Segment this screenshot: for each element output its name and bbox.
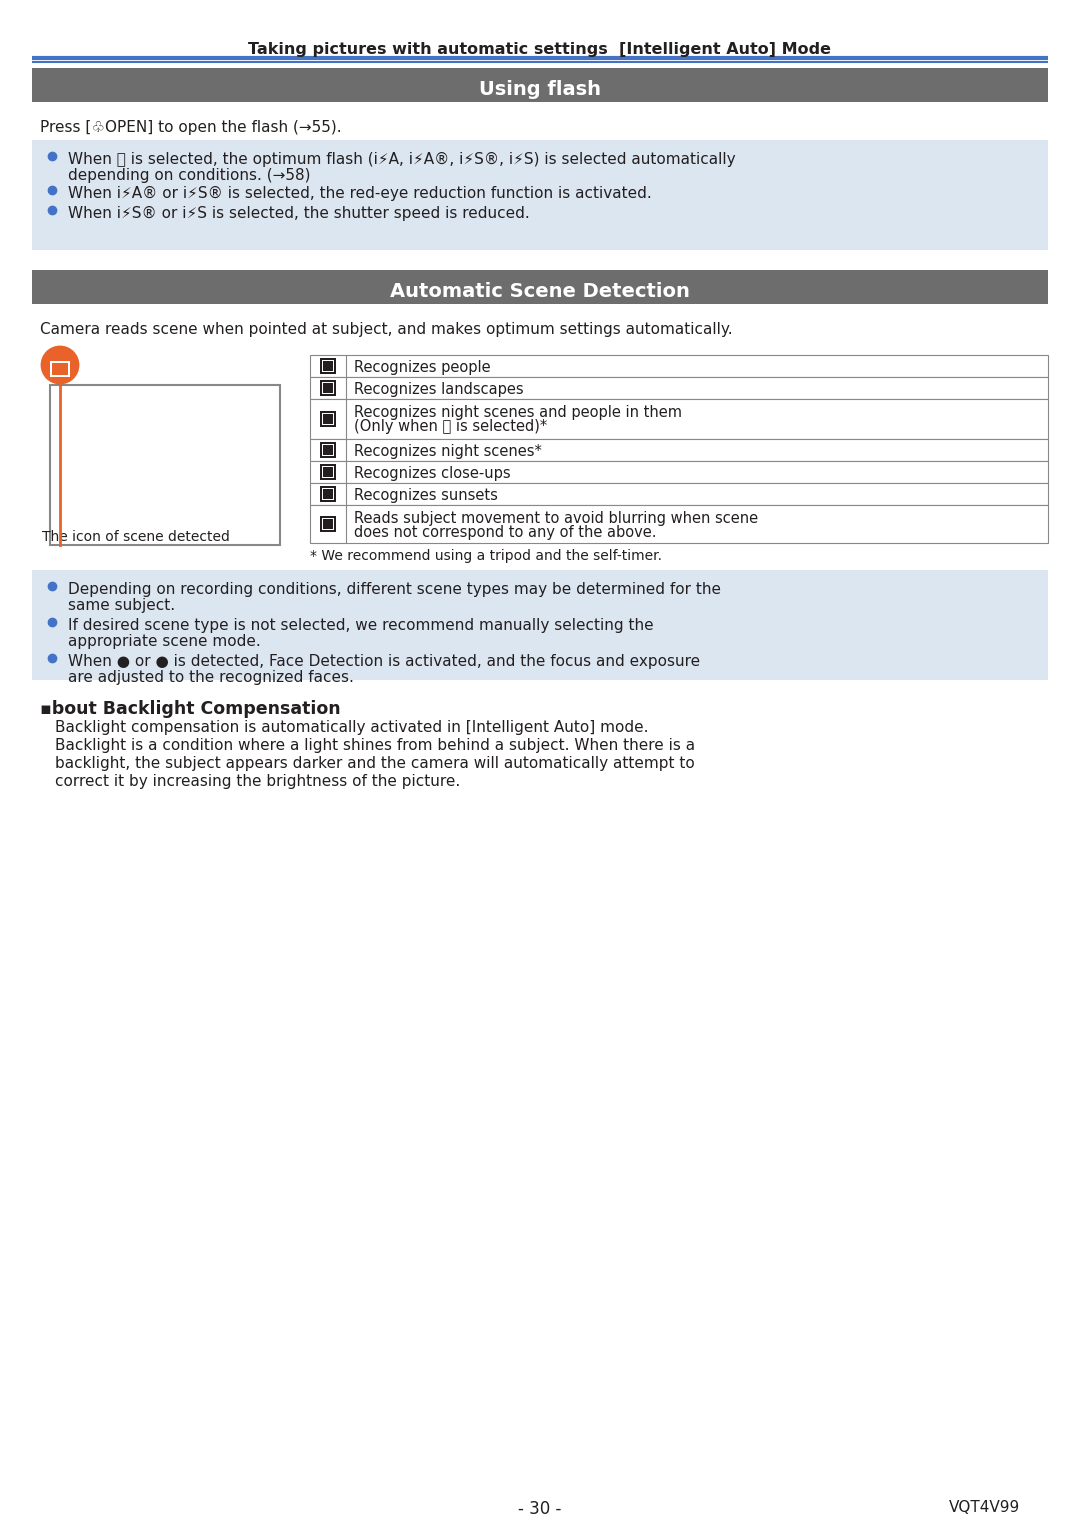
Text: When ⬛ is selected, the optimum flash (i⚡A, i⚡A®, i⚡S®, i⚡S) is selected automat: When ⬛ is selected, the optimum flash (i…: [68, 152, 735, 167]
Bar: [323, 414, 333, 424]
Bar: [323, 384, 333, 393]
Text: Recognizes people: Recognizes people: [354, 361, 490, 375]
Bar: [320, 487, 336, 502]
Text: When i⚡S® or i⚡S is selected, the shutter speed is reduced.: When i⚡S® or i⚡S is selected, the shutte…: [68, 206, 530, 221]
Bar: [310, 460, 1048, 484]
Bar: [320, 442, 336, 457]
Bar: [52, 362, 68, 375]
Text: Press [♧OPEN] to open the flash (→55).: Press [♧OPEN] to open the flash (→55).: [40, 120, 341, 135]
Bar: [310, 484, 1048, 505]
Bar: [323, 445, 333, 454]
Bar: [323, 361, 333, 371]
Text: Taking pictures with automatic settings  [Intelligent Auto] Mode: Taking pictures with automatic settings …: [248, 41, 832, 57]
Text: appropriate scene mode.: appropriate scene mode.: [68, 634, 260, 649]
Text: does not correspond to any of the above.: does not correspond to any of the above.: [354, 525, 657, 540]
Bar: [322, 444, 334, 456]
Text: Reads subject movement to avoid blurring when scene: Reads subject movement to avoid blurring…: [354, 511, 758, 527]
Bar: [310, 439, 1048, 460]
Text: Recognizes night scenes*: Recognizes night scenes*: [354, 444, 542, 459]
Bar: [50, 385, 280, 545]
Text: backlight, the subject appears darker and the camera will automatically attempt : backlight, the subject appears darker an…: [55, 757, 694, 771]
Bar: [322, 467, 334, 477]
Text: Backlight is a condition where a light shines from behind a subject. When there : Backlight is a condition where a light s…: [55, 738, 696, 754]
Text: Recognizes landscapes: Recognizes landscapes: [354, 382, 524, 398]
Bar: [320, 464, 336, 480]
Bar: [310, 378, 1048, 399]
Circle shape: [42, 347, 78, 384]
Bar: [322, 361, 334, 371]
Bar: [322, 488, 334, 500]
Text: correct it by increasing the brightness of the picture.: correct it by increasing the brightness …: [55, 774, 460, 789]
Bar: [320, 411, 336, 427]
Text: Recognizes close-ups: Recognizes close-ups: [354, 467, 511, 480]
Text: The icon of scene detected: The icon of scene detected: [42, 530, 230, 543]
Text: Depending on recording conditions, different scene types may be determined for t: Depending on recording conditions, diffe…: [68, 582, 721, 597]
Text: * We recommend using a tripod and the self-timer.: * We recommend using a tripod and the se…: [310, 550, 662, 563]
Text: ▪bout Backlight Compensation: ▪bout Backlight Compensation: [40, 700, 340, 718]
Bar: [310, 399, 1048, 439]
Bar: [323, 467, 333, 477]
Bar: [310, 505, 1048, 543]
Bar: [320, 358, 336, 375]
Bar: [32, 68, 1048, 101]
Text: If desired scene type is not selected, we recommend manually selecting the: If desired scene type is not selected, w…: [68, 619, 653, 632]
Text: When i⚡A® or i⚡S® is selected, the red-eye reduction function is activated.: When i⚡A® or i⚡S® is selected, the red-e…: [68, 186, 651, 201]
Text: depending on conditions. (→58): depending on conditions. (→58): [68, 167, 311, 183]
Bar: [320, 381, 336, 396]
Bar: [32, 569, 1048, 680]
Bar: [323, 519, 333, 530]
Text: Using flash: Using flash: [480, 80, 600, 98]
Text: (Only when ⬛ is selected)*: (Only when ⬛ is selected)*: [354, 419, 548, 434]
Bar: [320, 516, 336, 533]
Bar: [50, 361, 70, 378]
Bar: [323, 490, 333, 499]
Text: same subject.: same subject.: [68, 599, 175, 612]
Bar: [32, 270, 1048, 304]
Text: VQT4V99: VQT4V99: [948, 1500, 1020, 1515]
Bar: [322, 382, 334, 394]
Text: - 30 -: - 30 -: [518, 1500, 562, 1518]
Bar: [32, 140, 1048, 250]
Text: Recognizes night scenes and people in them: Recognizes night scenes and people in th…: [354, 405, 681, 421]
Text: When ● or ● is detected, Face Detection is activated, and the focus and exposure: When ● or ● is detected, Face Detection …: [68, 654, 700, 669]
Bar: [310, 355, 1048, 378]
Text: Recognizes sunsets: Recognizes sunsets: [354, 488, 498, 503]
Text: are adjusted to the recognized faces.: are adjusted to the recognized faces.: [68, 669, 354, 685]
Bar: [322, 517, 334, 530]
Text: Camera reads scene when pointed at subject, and makes optimum settings automatic: Camera reads scene when pointed at subje…: [40, 322, 732, 338]
Text: Backlight compensation is automatically activated in [Intelligent Auto] mode.: Backlight compensation is automatically …: [55, 720, 648, 735]
Text: Automatic Scene Detection: Automatic Scene Detection: [390, 282, 690, 301]
Bar: [322, 413, 334, 425]
